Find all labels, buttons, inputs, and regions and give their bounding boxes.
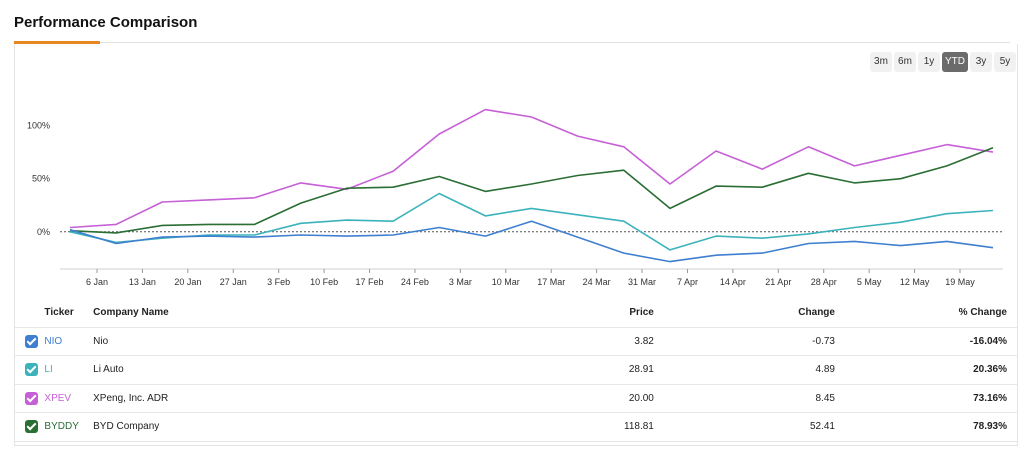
change-column-header: Change (653, 299, 835, 328)
performance-line-chart: 100% 50% 0% 6 Jan 13 Jan 20 Jan 27 Jan 3 Feb 10 … (27, 108, 1003, 287)
title-accent-underline (14, 41, 100, 44)
range-button-3y[interactable]: 3y (970, 52, 992, 72)
x-tick-label: 27 Jan (220, 277, 247, 287)
table-row: NIO Nio 3.82 -0.73 -16.04% (15, 327, 1017, 356)
range-button-ytd[interactable]: YTD (942, 52, 968, 72)
price-value: 28.91 (482, 355, 654, 385)
series-checkbox-xpev[interactable] (25, 391, 38, 405)
title-divider (100, 42, 1010, 43)
change-value: -0.73 (653, 327, 835, 356)
x-tick-label: 17 Mar (537, 277, 565, 287)
y-tick-label: 50% (32, 174, 50, 184)
ticker-link[interactable]: XPEV (44, 384, 94, 413)
change-value: 8.45 (653, 384, 835, 413)
pct-change-column-header: % Change (834, 299, 1017, 328)
ticker-link[interactable]: BYDDY (44, 412, 94, 442)
x-tick-label: 24 Mar (583, 277, 611, 287)
series-checkbox-byddy[interactable] (25, 420, 38, 434)
range-button-6m[interactable]: 6m (894, 52, 916, 72)
series-line-byddy (69, 147, 994, 234)
x-tick-label: 10 Mar (492, 277, 520, 287)
range-button-5y[interactable]: 5y (994, 52, 1016, 72)
pct-change-value: 20.36% (834, 355, 1017, 385)
x-tick-label: 3 Mar (449, 277, 472, 287)
x-tick-label: 3 Feb (267, 277, 290, 287)
pct-change-value: -16.04% (834, 327, 1017, 356)
ticker-column-header: Ticker (44, 299, 94, 328)
x-tick-label: 6 Jan (86, 277, 108, 287)
series-checkbox-li[interactable] (25, 363, 38, 377)
page-title: Performance Comparison (14, 14, 198, 31)
pct-change-value: 73.16% (834, 384, 1017, 413)
x-tick-label: 5 May (857, 277, 882, 287)
x-tick-label: 19 May (945, 277, 975, 287)
x-tick-label: 13 Jan (129, 277, 156, 287)
change-value: 52.41 (653, 412, 835, 442)
x-tick-label: 20 Jan (174, 277, 201, 287)
series-line-li (69, 192, 994, 251)
company-name: BYD Company (93, 412, 483, 442)
ticker-link[interactable]: LI (44, 355, 94, 385)
table-header-row: Ticker Company Name Price Change % Chang… (15, 299, 1017, 328)
company-column-header: Company Name (93, 299, 483, 328)
table-row: LI Li Auto 28.91 4.89 20.36% (15, 355, 1017, 385)
price-value: 20.00 (482, 384, 654, 413)
pct-change-value: 78.93% (834, 412, 1017, 442)
y-tick-label: 100% (27, 121, 50, 131)
comparison-table: Ticker Company Name Price Change % Chang… (15, 299, 1017, 442)
x-tick-label: 12 May (900, 277, 930, 287)
range-button-1y[interactable]: 1y (918, 52, 940, 72)
ticker-link[interactable]: NIO (44, 327, 94, 356)
price-column-header: Price (482, 299, 654, 328)
x-tick-label: 28 Apr (811, 277, 837, 287)
table-row: XPEV XPeng, Inc. ADR 20.00 8.45 73.16% (15, 384, 1017, 413)
x-tick-label: 17 Feb (356, 277, 384, 287)
company-name: Nio (93, 327, 483, 356)
x-tick-label: 21 Apr (765, 277, 791, 287)
time-range-selector: 3m 6m 1y YTD 3y 5y (870, 52, 1016, 72)
series-line-nio (69, 220, 994, 263)
series-checkbox-nio[interactable] (25, 334, 38, 348)
x-tick-label: 14 Apr (720, 277, 746, 287)
series-line-xpev (69, 108, 994, 229)
company-name: XPeng, Inc. ADR (93, 384, 483, 413)
price-value: 3.82 (482, 327, 654, 356)
x-tick-label: 10 Feb (310, 277, 338, 287)
price-value: 118.81 (482, 412, 654, 442)
x-tick-label: 24 Feb (401, 277, 429, 287)
change-value: 4.89 (653, 355, 835, 385)
x-tick-label: 7 Apr (677, 277, 698, 287)
x-tick-label: 31 Mar (628, 277, 656, 287)
table-row: BYDDY BYD Company 118.81 52.41 78.93% (15, 412, 1017, 442)
y-tick-label: 0% (37, 227, 50, 237)
range-button-3m[interactable]: 3m (870, 52, 892, 72)
company-name: Li Auto (93, 355, 483, 385)
